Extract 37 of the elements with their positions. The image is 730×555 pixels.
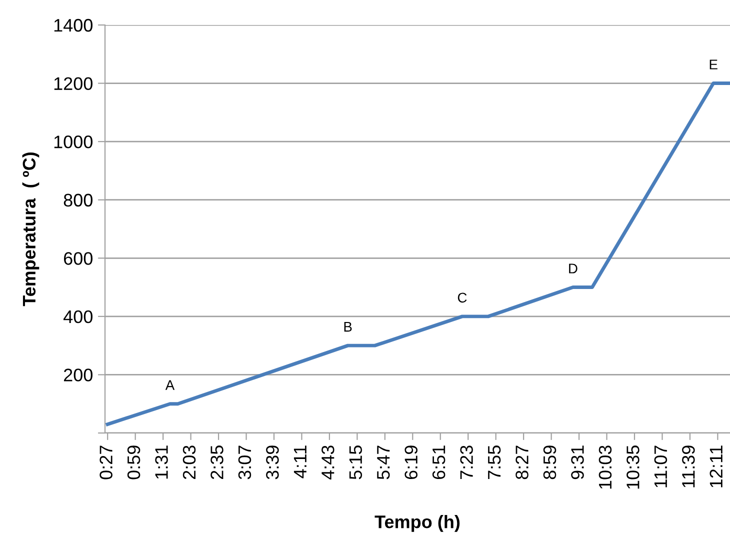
x-tick-label: 7:23 bbox=[460, 446, 473, 480]
x-tick-label: 11:07 bbox=[654, 446, 668, 488]
x-tick-label: 12:11 bbox=[710, 446, 722, 488]
x-tick-label: 9:31 bbox=[571, 446, 584, 480]
y-tick-label: 1000 bbox=[54, 136, 92, 148]
x-tick-label: 10:03 bbox=[598, 446, 612, 489]
y-tick-label: 800 bbox=[64, 194, 92, 207]
x-axis-title: Tempo (h) bbox=[374, 514, 460, 532]
annotation: B bbox=[344, 322, 352, 332]
x-tick-label: 5:47 bbox=[377, 446, 390, 480]
x-tick-label: 11:39 bbox=[682, 446, 695, 488]
annotation: A bbox=[165, 380, 175, 390]
y-axis-title: Temperatura ( ºC) bbox=[22, 152, 40, 306]
y-tick-label: 1200 bbox=[54, 77, 92, 90]
x-tick-label: 4:11 bbox=[294, 446, 306, 478]
x-tick-label: 4:43 bbox=[322, 446, 334, 480]
x-tick-label: 0:59 bbox=[127, 446, 140, 480]
x-tick-label: 2:35 bbox=[210, 446, 224, 480]
x-tick-label: 3:39 bbox=[266, 446, 279, 480]
x-tick-label: 3:07 bbox=[238, 446, 252, 480]
x-tick-label: 8:27 bbox=[516, 446, 528, 480]
annotation: E bbox=[710, 60, 718, 70]
y-tick-label: 1400 bbox=[54, 18, 92, 32]
x-tick-label: 6:51 bbox=[432, 446, 446, 480]
annotation: D bbox=[569, 264, 578, 274]
x-tick-label: 10:35 bbox=[626, 446, 640, 489]
annotation: C bbox=[458, 292, 467, 303]
x-tick-label: 6:19 bbox=[404, 446, 418, 480]
x-tick-label: 7:55 bbox=[488, 446, 501, 480]
y-tick-label: 200 bbox=[64, 368, 92, 382]
x-tick-label: 1:31 bbox=[155, 446, 168, 479]
x-tick-label: 8:59 bbox=[543, 446, 556, 480]
y-tick-label: 400 bbox=[63, 310, 92, 324]
y-tick-label: 600 bbox=[64, 252, 92, 265]
x-tick-label: 0:27 bbox=[100, 446, 112, 480]
x-tick-label: 5:15 bbox=[349, 446, 362, 480]
x-tick-label: 2:03 bbox=[182, 446, 196, 480]
